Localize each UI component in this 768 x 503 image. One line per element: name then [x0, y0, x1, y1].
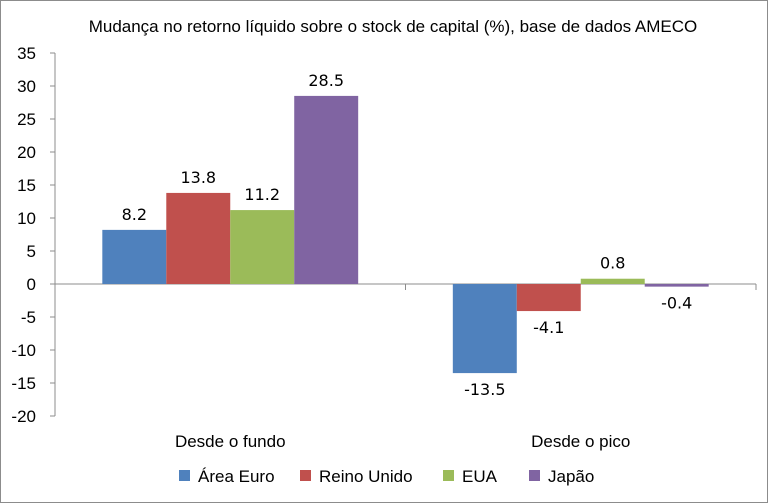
data-label: 13.8: [180, 168, 216, 187]
y-tick-label: 20: [17, 143, 36, 162]
y-tick-label: -5: [21, 308, 36, 327]
data-label: 11.2: [244, 185, 280, 204]
y-tick-label: 25: [17, 110, 36, 129]
y-tick-label: -20: [11, 407, 36, 426]
y-tick-label: -15: [11, 374, 36, 393]
y-tick-label: 0: [27, 275, 36, 294]
bars-layer: 8.2 13.8 11.2 28.5 -13.5 -4.1 0.8 -0.4: [102, 71, 709, 399]
y-tick-label: -10: [11, 341, 36, 360]
y-tick-label: 10: [17, 209, 36, 228]
legend-swatch: [529, 470, 540, 481]
bar: [516, 284, 581, 312]
y-tick-label: 30: [17, 77, 36, 96]
legend-swatch: [443, 470, 454, 481]
legend: Área Euro Reino Unido EUA Japão: [179, 467, 594, 486]
bar: [102, 229, 167, 284]
y-tick-label: 35: [17, 44, 36, 63]
bar: [294, 95, 359, 285]
data-label: -0.4: [661, 294, 692, 313]
data-label: -4.1: [533, 318, 564, 337]
data-label: 8.2: [122, 205, 147, 224]
chart-title: Mudança no retorno líquido sobre o stock…: [89, 17, 698, 36]
legend-label: EUA: [462, 467, 498, 486]
bar: [166, 192, 231, 284]
bar: [644, 284, 709, 287]
legend-label: Área Euro: [198, 467, 275, 486]
data-label: -13.5: [464, 380, 505, 399]
bar: [452, 284, 517, 374]
legend-swatch: [300, 470, 311, 481]
axis-layer: 35 30 25 20 15 10 5 0 -5 -10 -15 -20 Desde o fundo De…: [11, 44, 757, 451]
legend-label: Japão: [548, 467, 594, 486]
legend-label: Reino Unido: [319, 467, 413, 486]
category-label: Desde o fundo: [175, 432, 286, 451]
bar: [580, 278, 645, 284]
data-label: 28.5: [308, 71, 344, 90]
legend-swatch: [179, 470, 190, 481]
bar: [230, 210, 295, 284]
category-label: Desde o pico: [531, 432, 630, 451]
data-label: 0.8: [600, 254, 625, 273]
y-tick-label: 15: [17, 176, 36, 195]
y-tick-label: 5: [27, 242, 36, 261]
